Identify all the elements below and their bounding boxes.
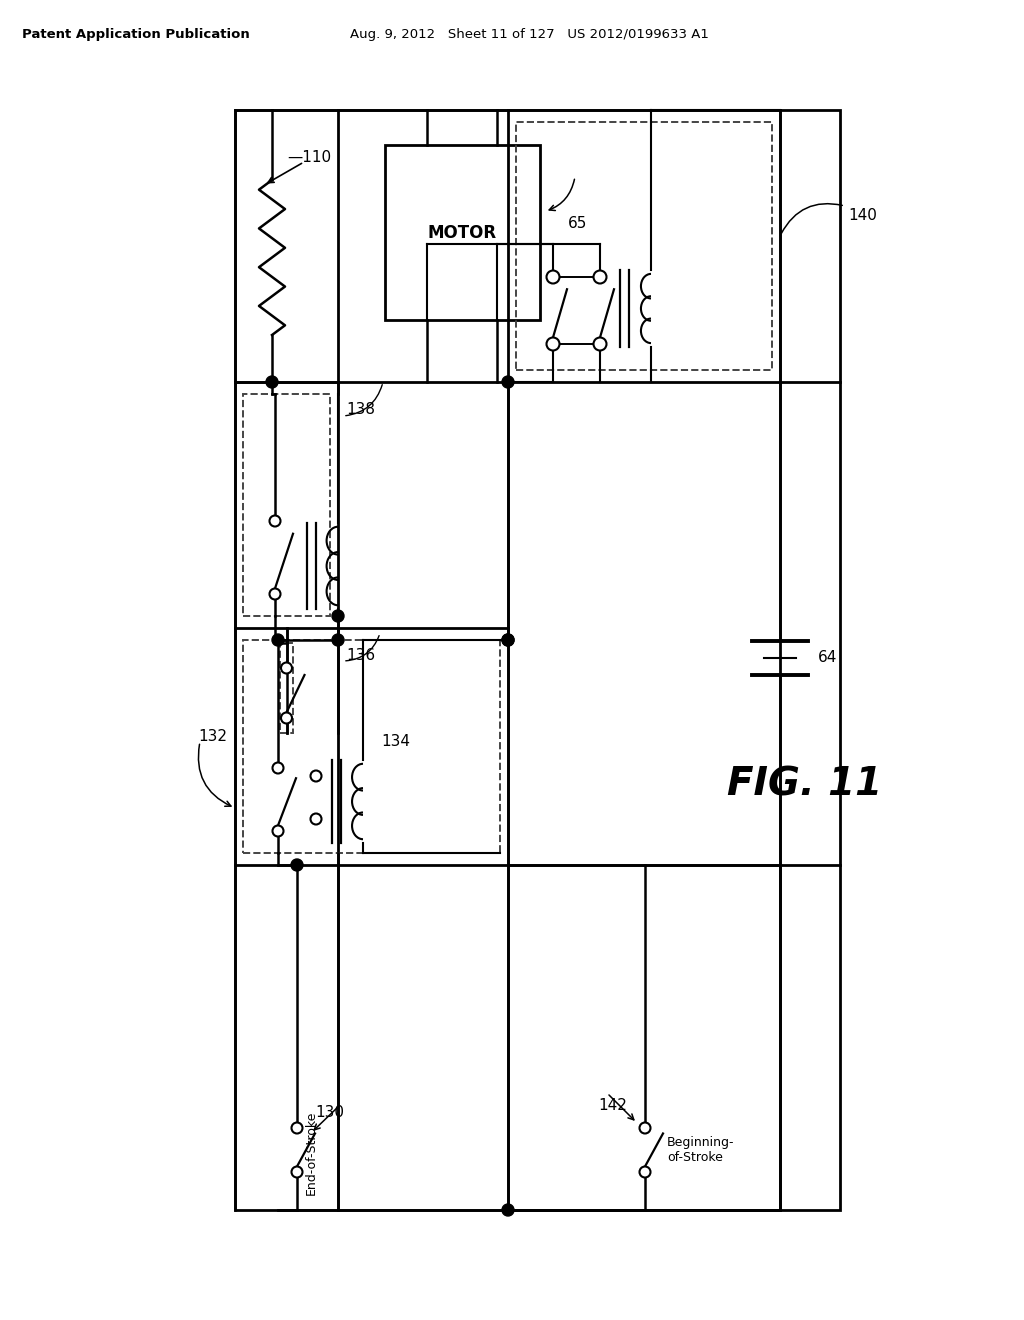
Text: 140: 140 [848,209,877,223]
Circle shape [269,516,281,527]
Circle shape [269,589,281,599]
Circle shape [502,1204,514,1216]
Circle shape [594,271,606,284]
Bar [385,145,540,319]
Bar [508,865,780,1210]
Circle shape [547,271,559,284]
Bar [280,643,293,733]
Circle shape [502,634,514,645]
Circle shape [332,610,344,622]
Text: —110: —110 [287,150,331,165]
Circle shape [272,825,284,837]
Circle shape [594,338,606,351]
Circle shape [272,634,284,645]
Text: 130: 130 [315,1105,344,1119]
Text: 136: 136 [346,648,375,663]
Bar [516,121,772,370]
Circle shape [291,859,303,871]
Circle shape [272,763,284,774]
Text: 134: 134 [381,734,410,748]
Circle shape [292,1167,302,1177]
Text: Beginning-
of-Stroke: Beginning- of-Stroke [667,1137,734,1164]
Circle shape [292,1122,302,1134]
Circle shape [640,1122,650,1134]
Text: Patent Application Publication: Patent Application Publication [22,28,250,41]
Bar [243,640,500,853]
Text: FIG. 11: FIG. 11 [727,766,883,804]
Circle shape [502,376,514,388]
Circle shape [281,663,292,673]
Bar [243,393,330,616]
Circle shape [310,771,322,781]
Text: Aug. 9, 2012   Sheet 11 of 127   US 2012/0199633 A1: Aug. 9, 2012 Sheet 11 of 127 US 2012/019… [350,28,709,41]
Bar [234,110,840,1210]
Circle shape [547,338,559,351]
Text: 64: 64 [818,651,838,665]
Circle shape [502,634,514,645]
Circle shape [281,713,292,723]
Text: End-of-Stroke: End-of-Stroke [305,1110,318,1195]
Text: 142: 142 [598,1098,627,1114]
Circle shape [332,634,344,645]
Circle shape [266,376,278,388]
Text: MOTOR: MOTOR [428,223,497,242]
Circle shape [310,813,322,825]
Circle shape [640,1167,650,1177]
Text: 138: 138 [346,403,375,417]
Text: 132: 132 [198,729,227,744]
Text: 65: 65 [568,216,588,231]
